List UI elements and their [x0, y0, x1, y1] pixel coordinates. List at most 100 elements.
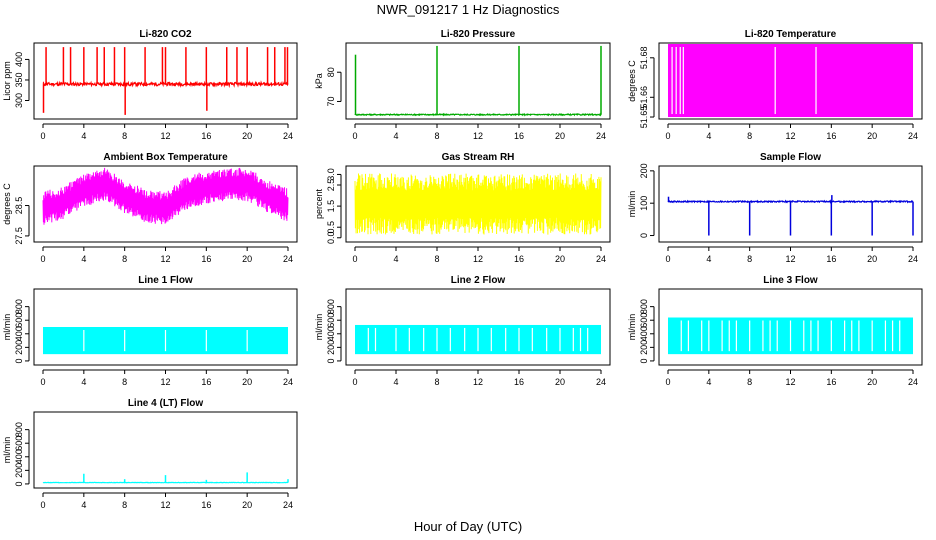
plot-frame — [33, 165, 298, 243]
x-tick-label: 24 — [596, 377, 606, 387]
x-tick-label: 8 — [747, 131, 752, 141]
y-tick-label: 0.5 — [326, 221, 336, 234]
x-tick-label: 0 — [665, 377, 670, 387]
chart-panel: Line 3 Flow 0 4 8 12 16 20 24 0 200400600800ml/mi… — [627, 275, 923, 387]
chart-title: Line 2 Flow — [451, 275, 506, 286]
x-tick-label: 20 — [242, 254, 252, 264]
data-series — [354, 45, 602, 117]
x-tick-label: 12 — [160, 131, 170, 141]
y-tick-label: 1.5 — [326, 200, 336, 213]
x-tick-label: 24 — [596, 254, 606, 264]
x-tick-label: 4 — [393, 254, 398, 264]
y-axis-label: ml/min — [2, 314, 12, 341]
x-tick-label: 4 — [81, 254, 86, 264]
y-axis-label: degrees C — [2, 183, 12, 225]
y-tick-label: 0.0 — [326, 232, 336, 245]
y-tick-label: 200 — [14, 340, 24, 355]
x-tick-label: 8 — [747, 377, 752, 387]
x-tick-label: 12 — [785, 377, 795, 387]
x-tick-label: 8 — [747, 254, 752, 264]
y-axis-label: degrees C — [627, 60, 637, 102]
y-tick-label: 0 — [326, 358, 336, 363]
x-tick-label: 20 — [242, 500, 252, 510]
y-axis-label: kPa — [314, 73, 324, 89]
figure-title: NWR_091217 1 Hz Diagnostics — [376, 2, 560, 17]
x-tick-label: 0 — [352, 254, 357, 264]
y-tick-label: 800 — [326, 299, 336, 314]
x-tick-label: 24 — [908, 131, 918, 141]
x-tick-label: 0 — [352, 131, 357, 141]
x-tick-label: 24 — [596, 131, 606, 141]
x-tick-label: 4 — [81, 131, 86, 141]
data-series — [354, 173, 602, 235]
y-tick-label: 28.5 — [14, 197, 24, 215]
y-axis-label: Licor ppm — [2, 61, 12, 101]
plot-frame — [658, 42, 923, 120]
x-tick-label: 16 — [514, 131, 524, 141]
plot-frame — [658, 165, 923, 243]
data-series — [42, 472, 289, 484]
y-axis-label: ml/min — [314, 314, 324, 341]
plot-frame — [33, 42, 298, 120]
chart-title: Gas Stream RH — [442, 152, 515, 163]
y-tick-label: 51.65 — [639, 106, 649, 129]
x-tick-label: 16 — [201, 254, 211, 264]
x-tick-label: 12 — [160, 377, 170, 387]
y-tick-label: 200 — [326, 340, 336, 355]
data-series — [668, 43, 913, 118]
x-tick-label: 0 — [40, 131, 45, 141]
y-tick-label: 800 — [639, 299, 649, 314]
x-tick-label: 8 — [122, 377, 127, 387]
x-tick-label: 12 — [160, 500, 170, 510]
x-tick-label: 16 — [201, 500, 211, 510]
y-tick-label: 2.5 — [326, 179, 336, 192]
x-tick-label: 0 — [40, 254, 45, 264]
plot-frame — [345, 288, 611, 366]
x-tick-label: 4 — [81, 377, 86, 387]
y-tick-label: 0 — [639, 233, 649, 238]
plot-frame — [345, 42, 611, 120]
data-series — [42, 47, 289, 115]
y-tick-label: 400 — [639, 326, 649, 341]
x-tick-label: 16 — [826, 131, 836, 141]
chart-panel: Ambient Box Temperature 0 4 8 12 16 20 24 27.5 28… — [2, 152, 298, 264]
x-tick-label: 24 — [908, 254, 918, 264]
x-tick-label: 20 — [867, 131, 877, 141]
y-tick-label: 51.68 — [639, 47, 649, 70]
series-line — [354, 112, 602, 117]
x-tick-label: 16 — [514, 377, 524, 387]
chart-title: Line 1 Flow — [138, 275, 193, 286]
x-tick-label: 4 — [393, 131, 398, 141]
chart-title: Ambient Box Temperature — [103, 152, 228, 163]
chart-title: Li-820 CO2 — [139, 29, 192, 40]
y-tick-label: 27.5 — [14, 227, 24, 245]
y-tick-label: 600 — [14, 436, 24, 451]
x-tick-label: 4 — [706, 254, 711, 264]
y-axis-label: percent — [314, 188, 324, 219]
x-tick-label: 4 — [706, 131, 711, 141]
y-tick-label: 200 — [639, 340, 649, 355]
x-tick-label: 8 — [434, 131, 439, 141]
x-tick-label: 12 — [473, 254, 483, 264]
x-tick-label: 8 — [122, 131, 127, 141]
x-tick-label: 8 — [434, 254, 439, 264]
x-tick-label: 16 — [826, 254, 836, 264]
chart-title: Sample Flow — [760, 152, 821, 163]
y-axis-label: ml/min — [2, 437, 12, 464]
plot-frame — [33, 411, 298, 489]
chart-panel: Line 1 Flow 0 4 8 12 16 20 24 0 200400600800ml/mi… — [2, 275, 298, 387]
x-tick-label: 0 — [665, 131, 670, 141]
x-tick-label: 20 — [242, 131, 252, 141]
data-series — [43, 327, 288, 355]
x-tick-label: 24 — [283, 254, 293, 264]
y-tick-label: 400 — [326, 326, 336, 341]
x-tick-label: 16 — [201, 377, 211, 387]
chart-title: Li-820 Temperature — [745, 29, 837, 40]
x-tick-label: 0 — [352, 377, 357, 387]
y-tick-label: 400 — [14, 449, 24, 464]
y-tick-label: 100 — [639, 196, 649, 211]
x-tick-label: 24 — [283, 377, 293, 387]
data-series — [42, 167, 289, 225]
